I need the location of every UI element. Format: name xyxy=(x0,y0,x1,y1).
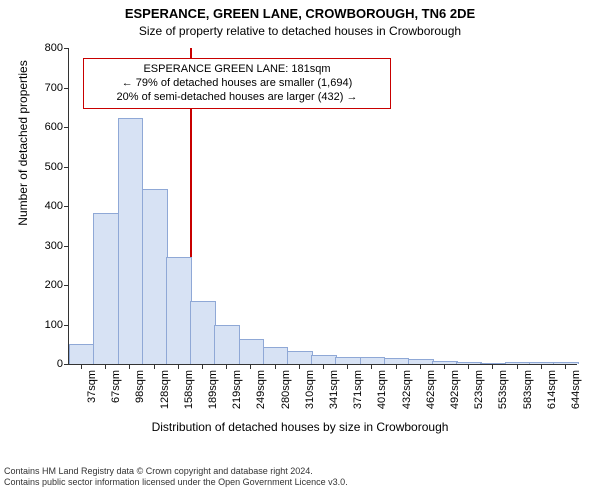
footer-line-2: Contains public sector information licen… xyxy=(4,477,348,488)
annotation-line-1: ESPERANCE GREEN LANE: 181sqm xyxy=(92,63,382,77)
x-tick-label: 523sqm xyxy=(473,370,485,430)
x-tick-mark xyxy=(444,364,445,369)
x-tick-label: 614sqm xyxy=(546,370,558,430)
histogram-bar xyxy=(287,351,313,364)
footer-attribution: Contains HM Land Registry data © Crown c… xyxy=(4,466,348,488)
x-tick-label: 401sqm xyxy=(376,370,388,430)
x-tick-label: 492sqm xyxy=(449,370,461,430)
chart-container: ESPERANCE, GREEN LANE, CROWBOROUGH, TN6 … xyxy=(0,0,600,500)
x-tick-mark xyxy=(565,364,566,369)
histogram-bar xyxy=(263,347,289,364)
y-tick-label: 200 xyxy=(45,279,69,291)
x-tick-mark xyxy=(517,364,518,369)
y-tick-label: 0 xyxy=(57,358,69,370)
histogram-bar xyxy=(553,362,579,364)
x-tick-label: 158sqm xyxy=(183,370,195,430)
x-tick-mark xyxy=(299,364,300,369)
histogram-bar xyxy=(360,357,386,364)
x-tick-label: 189sqm xyxy=(207,370,219,430)
histogram-bar xyxy=(335,357,361,364)
annotation-box: ESPERANCE GREEN LANE: 181sqm ← 79% of de… xyxy=(83,58,391,109)
x-tick-mark xyxy=(347,364,348,369)
chart-title: ESPERANCE, GREEN LANE, CROWBOROUGH, TN6 … xyxy=(0,6,600,21)
histogram-bar xyxy=(166,257,192,364)
x-tick-label: 128sqm xyxy=(159,370,171,430)
x-tick-mark xyxy=(323,364,324,369)
histogram-bar xyxy=(118,118,144,364)
x-tick-mark xyxy=(396,364,397,369)
x-tick-mark xyxy=(492,364,493,369)
x-tick-label: 249sqm xyxy=(255,370,267,430)
x-tick-label: 37sqm xyxy=(86,370,98,430)
chart-subtitle: Size of property relative to detached ho… xyxy=(0,24,600,38)
annotation-line-2: ← 79% of detached houses are smaller (1,… xyxy=(92,77,382,91)
x-tick-mark xyxy=(275,364,276,369)
y-tick-label: 300 xyxy=(45,240,69,252)
y-tick-label: 600 xyxy=(45,121,69,133)
x-tick-label: 553sqm xyxy=(497,370,509,430)
x-tick-mark xyxy=(81,364,82,369)
x-tick-mark xyxy=(226,364,227,369)
x-tick-mark xyxy=(105,364,106,369)
histogram-bar xyxy=(529,362,555,364)
y-tick-label: 100 xyxy=(45,319,69,331)
y-axis-label: Number of detached properties xyxy=(16,0,30,301)
x-tick-mark xyxy=(178,364,179,369)
plot-area: ESPERANCE GREEN LANE: 181sqm ← 79% of de… xyxy=(68,48,577,365)
histogram-bar xyxy=(239,339,265,364)
histogram-bar xyxy=(190,301,216,364)
histogram-bar xyxy=(432,361,458,364)
x-tick-mark xyxy=(129,364,130,369)
y-tick-label: 800 xyxy=(45,42,69,54)
y-tick-label: 700 xyxy=(45,82,69,94)
x-tick-label: 432sqm xyxy=(401,370,413,430)
y-tick-label: 400 xyxy=(45,200,69,212)
x-tick-label: 219sqm xyxy=(231,370,243,430)
x-tick-mark xyxy=(468,364,469,369)
histogram-bar xyxy=(408,359,434,364)
x-tick-label: 371sqm xyxy=(352,370,364,430)
x-tick-mark xyxy=(371,364,372,369)
x-tick-label: 462sqm xyxy=(425,370,437,430)
x-tick-label: 583sqm xyxy=(522,370,534,430)
x-tick-label: 341sqm xyxy=(328,370,340,430)
histogram-bar xyxy=(69,344,95,364)
histogram-bar xyxy=(142,189,168,364)
histogram-bar xyxy=(311,355,337,364)
histogram-bar xyxy=(214,325,240,364)
x-tick-mark xyxy=(541,364,542,369)
x-tick-label: 310sqm xyxy=(304,370,316,430)
x-tick-mark xyxy=(420,364,421,369)
x-tick-label: 280sqm xyxy=(280,370,292,430)
y-tick-label: 500 xyxy=(45,161,69,173)
histogram-bar xyxy=(93,213,119,364)
x-tick-label: 67sqm xyxy=(110,370,122,430)
x-tick-mark xyxy=(154,364,155,369)
annotation-line-3: 20% of semi-detached houses are larger (… xyxy=(92,91,382,105)
x-tick-mark xyxy=(250,364,251,369)
footer-line-1: Contains HM Land Registry data © Crown c… xyxy=(4,466,348,477)
x-tick-label: 644sqm xyxy=(570,370,582,430)
x-tick-mark xyxy=(202,364,203,369)
x-tick-label: 98sqm xyxy=(134,370,146,430)
